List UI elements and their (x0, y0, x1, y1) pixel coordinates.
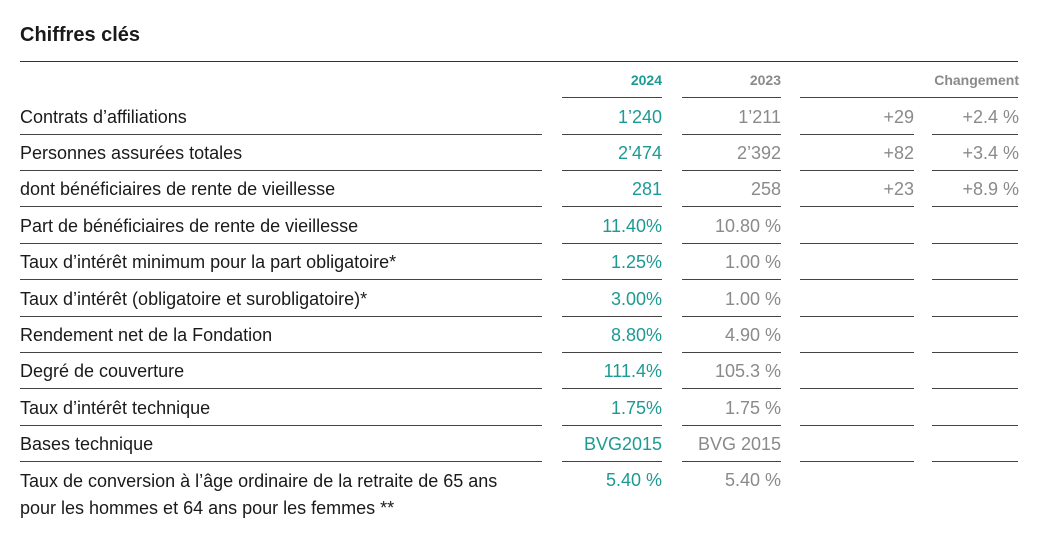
value-2023: 4.90 % (724, 325, 781, 345)
row-divider-2023 (682, 206, 781, 207)
value-2023: 10.80 % (714, 216, 781, 236)
row-divider-change-abs (800, 352, 914, 353)
header-divider-2024 (562, 97, 662, 98)
change-percent: +3.4 % (962, 143, 1019, 163)
row-divider-change-abs (800, 388, 914, 389)
row-divider-label (20, 388, 542, 389)
value-2024: 1’240 (617, 107, 662, 127)
value-2024: 11.40% (602, 216, 662, 236)
row-label: Taux d’intérêt minimum pour la part obli… (20, 252, 397, 272)
row-divider-2023 (682, 134, 781, 135)
row-divider-change-pct (932, 206, 1018, 207)
row-divider-change-abs (800, 279, 914, 280)
value-2024: 8.80% (610, 325, 662, 345)
header-change: Changement (934, 72, 1019, 88)
row-divider-change-pct (932, 461, 1018, 462)
row-divider-change-abs (800, 316, 914, 317)
row-divider-label (20, 425, 542, 426)
row-divider-change-pct (932, 425, 1018, 426)
row-divider-change-abs (800, 170, 914, 171)
value-2023: 2’392 (736, 143, 781, 163)
row-label: Rendement net de la Fondation (20, 325, 273, 345)
row-divider-change-abs (800, 461, 914, 462)
value-2023: BVG 2015 (697, 434, 781, 454)
value-2023: 1.00 % (724, 289, 781, 309)
row-label: dont bénéficiaires de rente de vieilless… (20, 179, 336, 199)
row-divider-change-abs (800, 243, 914, 244)
row-divider-change-pct (932, 352, 1018, 353)
row-divider-2024 (562, 170, 662, 171)
change-percent: +8.9 % (962, 179, 1019, 199)
row-divider-2024 (562, 134, 662, 135)
row-divider-label (20, 243, 542, 244)
row-divider-change-pct (932, 243, 1018, 244)
row-divider-change-pct (932, 388, 1018, 389)
row-divider-change-abs (800, 425, 914, 426)
value-2024: 1.25% (610, 252, 662, 272)
row-label: Taux de conversion à l’âge ordinaire de … (20, 471, 498, 518)
change-absolute: +82 (883, 143, 914, 163)
row-divider-2023 (682, 425, 781, 426)
row-divider-change-pct (932, 279, 1018, 280)
value-2024: 3.00% (610, 289, 662, 309)
row-divider-2023 (682, 243, 781, 244)
change-absolute: +23 (883, 179, 914, 199)
value-2024: 281 (631, 179, 662, 199)
value-2023: 1.75 % (724, 398, 781, 418)
value-2023: 1.00 % (724, 252, 781, 272)
change-percent: +2.4 % (962, 107, 1019, 127)
value-2024: 2’474 (617, 143, 662, 163)
row-divider-2023 (682, 461, 781, 462)
row-divider-label (20, 134, 542, 135)
value-2023: 105.3 % (714, 361, 781, 381)
row-divider-2024 (562, 352, 662, 353)
row-divider-2023 (682, 170, 781, 171)
row-divider-label (20, 352, 542, 353)
value-2023: 258 (750, 179, 781, 199)
row-divider-2023 (682, 352, 781, 353)
value-2023: 1’211 (738, 107, 781, 127)
row-divider-2023 (682, 388, 781, 389)
value-2024: 5.40 % (605, 470, 662, 490)
row-divider-2024 (562, 425, 662, 426)
row-label: Bases technique (20, 434, 154, 454)
value-2024: 1.75% (610, 398, 662, 418)
row-divider-label (20, 316, 542, 317)
row-divider-2024 (562, 388, 662, 389)
header-2024: 2024 (630, 72, 662, 88)
row-label: Taux d’intérêt (obligatoire et surobliga… (20, 289, 368, 309)
row-divider-2024 (562, 279, 662, 280)
row-divider-change-abs (800, 134, 914, 135)
row-divider-2023 (682, 316, 781, 317)
row-divider-2024 (562, 461, 662, 462)
row-divider-change-pct (932, 316, 1018, 317)
row-divider-2023 (682, 279, 781, 280)
row-label: Part de bénéficiaires de rente de vieill… (20, 216, 359, 236)
row-divider-2024 (562, 316, 662, 317)
row-divider-label (20, 170, 542, 171)
title-divider (20, 61, 1018, 62)
value-2024: BVG2015 (583, 434, 662, 454)
header-divider-change (800, 97, 1018, 98)
row-divider-label (20, 461, 542, 462)
row-divider-change-pct (932, 134, 1018, 135)
row-divider-change-pct (932, 170, 1018, 171)
row-label: Taux d’intérêt technique (20, 398, 211, 418)
row-divider-change-abs (800, 206, 914, 207)
header-divider-2023 (682, 97, 781, 98)
page-title: Chiffres clés (20, 24, 141, 46)
row-label: Personnes assurées totales (20, 143, 243, 163)
header-2023: 2023 (749, 72, 781, 88)
value-2024: 111.4% (603, 361, 662, 381)
row-divider-label (20, 279, 542, 280)
change-absolute: +29 (883, 107, 914, 127)
row-label: Degré de couverture (20, 361, 185, 381)
value-2023: 5.40 % (724, 470, 781, 490)
row-divider-2024 (562, 243, 662, 244)
row-divider-2024 (562, 206, 662, 207)
row-divider-label (20, 206, 542, 207)
row-label: Contrats d’affiliations (20, 107, 187, 127)
